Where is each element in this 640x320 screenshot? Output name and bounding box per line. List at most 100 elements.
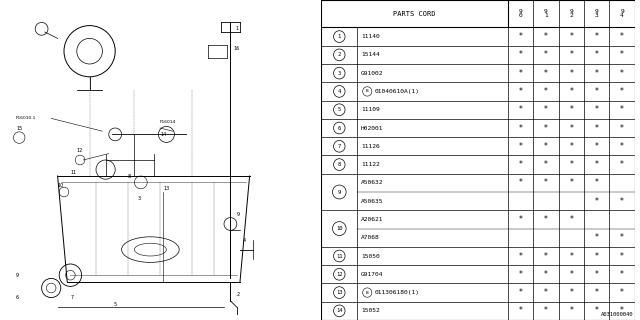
Text: *: * — [595, 69, 598, 78]
Text: *: * — [518, 270, 522, 279]
Text: 11140: 11140 — [361, 34, 380, 39]
Text: *: * — [544, 32, 548, 41]
Text: A20621: A20621 — [361, 217, 383, 222]
Text: 11109: 11109 — [361, 107, 380, 112]
Text: 15: 15 — [16, 125, 22, 131]
Text: B: B — [366, 89, 369, 93]
Text: *: * — [544, 87, 548, 96]
Text: *: * — [544, 124, 548, 132]
Text: 01040610A(1): 01040610A(1) — [374, 89, 419, 94]
Text: 11: 11 — [70, 170, 77, 175]
Text: 9
1: 9 1 — [544, 9, 548, 18]
Text: *: * — [595, 197, 598, 206]
Text: 13: 13 — [336, 290, 342, 295]
Text: *: * — [595, 288, 598, 297]
Text: *: * — [518, 288, 522, 297]
Text: *: * — [570, 124, 573, 132]
Text: *: * — [544, 215, 548, 224]
Text: A50635: A50635 — [361, 199, 383, 204]
Text: *: * — [544, 69, 548, 78]
Text: 8: 8 — [128, 173, 131, 179]
Text: *: * — [620, 87, 624, 96]
Text: *: * — [518, 306, 522, 315]
Text: *: * — [570, 306, 573, 315]
Text: 9: 9 — [237, 212, 240, 217]
Text: 6: 6 — [16, 295, 19, 300]
Text: 3: 3 — [338, 71, 341, 76]
Text: *: * — [620, 105, 624, 114]
Text: B: B — [366, 291, 369, 295]
Text: 011306180(1): 011306180(1) — [374, 290, 419, 295]
Text: 9
4: 9 4 — [620, 9, 624, 18]
Text: *: * — [570, 50, 573, 59]
Text: 4: 4 — [243, 237, 246, 243]
Text: 12: 12 — [336, 272, 342, 277]
Text: 15050: 15050 — [361, 253, 380, 259]
Text: F16010.1: F16010.1 — [16, 116, 36, 120]
Text: *: * — [544, 270, 548, 279]
Text: *: * — [518, 50, 522, 59]
Text: *: * — [620, 233, 624, 242]
Text: *: * — [518, 215, 522, 224]
Text: H02001: H02001 — [361, 125, 383, 131]
Text: F16014: F16014 — [160, 120, 176, 124]
Text: *: * — [544, 178, 548, 187]
Text: 9: 9 — [338, 189, 341, 195]
Text: 3: 3 — [138, 196, 141, 201]
Text: A031000040: A031000040 — [601, 312, 634, 317]
Text: G91002: G91002 — [361, 71, 383, 76]
Text: *: * — [595, 87, 598, 96]
Text: *: * — [518, 105, 522, 114]
Text: *: * — [595, 105, 598, 114]
Text: *: * — [595, 124, 598, 132]
Text: 10: 10 — [58, 183, 64, 188]
Text: *: * — [518, 32, 522, 41]
Text: *: * — [518, 178, 522, 187]
Text: 12: 12 — [77, 148, 83, 153]
Text: 1: 1 — [338, 34, 341, 39]
Text: *: * — [544, 50, 548, 59]
Text: *: * — [620, 160, 624, 169]
Text: 2: 2 — [237, 292, 240, 297]
Text: *: * — [620, 50, 624, 59]
Text: *: * — [570, 105, 573, 114]
Text: *: * — [595, 252, 598, 260]
Text: *: * — [544, 142, 548, 151]
Text: *: * — [544, 160, 548, 169]
Text: *: * — [544, 306, 548, 315]
Text: PARTS CORD: PARTS CORD — [394, 11, 436, 17]
Text: *: * — [595, 50, 598, 59]
Text: 5: 5 — [114, 301, 116, 307]
Text: G91704: G91704 — [361, 272, 383, 277]
Text: *: * — [595, 142, 598, 151]
Text: 15052: 15052 — [361, 308, 380, 313]
Text: A50632: A50632 — [361, 180, 383, 185]
Text: 4: 4 — [338, 89, 341, 94]
Text: *: * — [570, 160, 573, 169]
Text: *: * — [620, 197, 624, 206]
Text: *: * — [620, 288, 624, 297]
Text: 9
0: 9 0 — [518, 9, 522, 18]
Text: *: * — [595, 233, 598, 242]
Text: 1: 1 — [236, 26, 238, 31]
Text: *: * — [595, 32, 598, 41]
Text: *: * — [544, 288, 548, 297]
Text: 11: 11 — [336, 253, 342, 259]
Text: 7: 7 — [70, 295, 74, 300]
Text: *: * — [570, 142, 573, 151]
Text: *: * — [518, 252, 522, 260]
Text: *: * — [570, 288, 573, 297]
Text: 5: 5 — [338, 107, 341, 112]
Text: 9: 9 — [16, 273, 19, 278]
Text: 9
3: 9 3 — [595, 9, 598, 18]
Text: 13: 13 — [163, 186, 170, 191]
Text: *: * — [518, 69, 522, 78]
Text: *: * — [620, 142, 624, 151]
Text: *: * — [595, 306, 598, 315]
Text: *: * — [620, 124, 624, 132]
Text: 14: 14 — [160, 132, 166, 137]
Text: *: * — [570, 270, 573, 279]
Text: 15144: 15144 — [361, 52, 380, 57]
Text: *: * — [570, 252, 573, 260]
Text: *: * — [620, 32, 624, 41]
